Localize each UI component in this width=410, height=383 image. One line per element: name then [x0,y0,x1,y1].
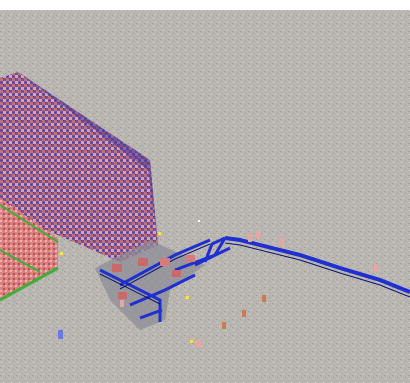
green-roof-mid [0,249,41,273]
junction-tracks[interactable] [99,237,231,322]
long-rail-line[interactable] [203,236,410,298]
person-icon[interactable] [58,231,378,347]
green-roof-ridge [0,204,59,243]
junction-platform[interactable] [95,240,205,330]
top-edge-strip [0,0,410,10]
junction-track-edges [99,243,211,305]
tall-city-block[interactable] [0,72,158,262]
spark-icon [60,220,200,343]
green-roof-edge [0,266,59,302]
cart-icon[interactable] [112,255,195,299]
